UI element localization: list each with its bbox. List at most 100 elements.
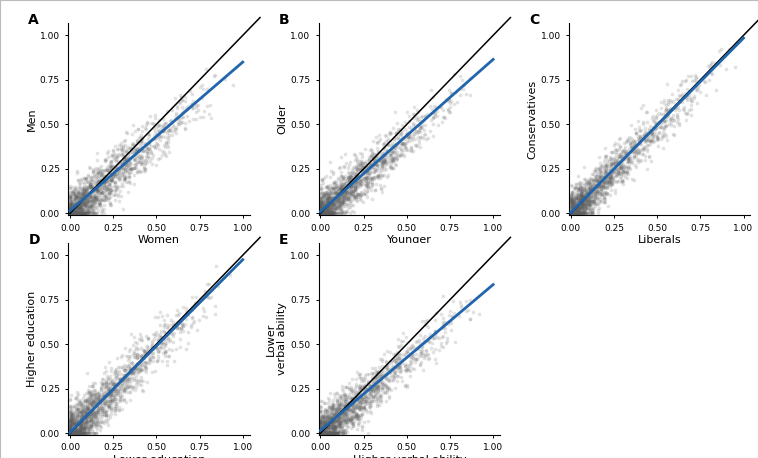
Point <box>124 163 136 170</box>
Point <box>64 208 76 216</box>
Point <box>77 430 89 437</box>
Point <box>69 427 81 435</box>
Point <box>74 193 86 201</box>
Point <box>319 430 331 437</box>
Point <box>575 192 587 200</box>
Point <box>609 189 621 196</box>
Point <box>64 430 76 437</box>
Point <box>605 171 617 178</box>
Point <box>79 210 91 217</box>
Point <box>99 183 111 190</box>
Point <box>324 425 336 432</box>
Point <box>110 407 122 414</box>
Point <box>102 379 114 386</box>
Point <box>583 197 595 204</box>
Point <box>89 414 102 422</box>
Point <box>160 152 172 159</box>
Point <box>375 162 387 169</box>
Point <box>334 423 346 431</box>
Point <box>330 198 343 205</box>
Point <box>86 412 98 420</box>
Point <box>86 382 99 389</box>
Point <box>72 405 84 412</box>
Point <box>91 399 103 406</box>
Point <box>78 405 90 413</box>
Point <box>634 135 647 142</box>
Point <box>325 210 337 217</box>
Point <box>331 198 343 206</box>
Point <box>69 430 81 437</box>
Point <box>74 210 86 217</box>
Point <box>365 174 377 182</box>
Point <box>324 187 336 194</box>
Point <box>107 168 119 175</box>
Point <box>324 187 336 195</box>
Point <box>102 390 114 397</box>
Point <box>105 388 117 396</box>
Point <box>581 197 594 204</box>
Point <box>572 184 584 191</box>
Point <box>124 173 136 180</box>
Point <box>99 378 111 386</box>
Point <box>89 417 102 425</box>
Point <box>169 95 181 102</box>
Point <box>100 409 112 416</box>
Point <box>158 141 170 148</box>
Point <box>82 395 94 403</box>
Point <box>324 430 337 437</box>
Point <box>85 416 97 424</box>
Point <box>64 421 76 429</box>
Point <box>149 313 161 320</box>
Point <box>632 132 644 139</box>
Point <box>340 409 352 417</box>
Point <box>64 427 76 434</box>
Point <box>568 205 581 212</box>
Point <box>565 191 577 199</box>
Point <box>330 424 342 431</box>
Point <box>315 429 327 436</box>
Point <box>360 398 372 405</box>
Point <box>91 391 103 398</box>
Point <box>608 177 620 185</box>
Point <box>70 409 83 416</box>
Point <box>315 210 327 217</box>
Point <box>650 114 662 121</box>
Point <box>576 202 588 210</box>
Point <box>575 191 587 199</box>
Point <box>151 357 163 365</box>
Point <box>82 389 94 396</box>
Point <box>80 404 92 412</box>
Point <box>143 359 155 366</box>
Point <box>108 178 121 185</box>
Point <box>339 430 351 437</box>
Point <box>362 171 374 179</box>
Point <box>64 210 76 217</box>
Point <box>371 389 384 397</box>
Point <box>321 199 333 206</box>
Point <box>315 194 327 201</box>
Point <box>67 417 79 424</box>
Point <box>336 200 348 207</box>
Point <box>106 377 118 384</box>
Point <box>114 176 126 183</box>
Point <box>329 180 341 188</box>
Point <box>364 184 376 191</box>
Point <box>318 209 330 217</box>
Point <box>176 320 188 327</box>
Point <box>79 423 91 430</box>
Point <box>618 147 630 154</box>
Point <box>355 190 367 197</box>
Point <box>111 164 124 172</box>
Y-axis label: Older: Older <box>277 104 287 134</box>
Point <box>74 201 86 208</box>
Point <box>76 412 88 419</box>
Point <box>351 183 363 190</box>
Point <box>81 195 93 202</box>
Point <box>69 200 81 207</box>
Point <box>70 406 83 414</box>
Point <box>71 210 83 217</box>
Point <box>69 210 81 217</box>
Point <box>96 189 108 196</box>
Point <box>444 317 456 325</box>
Point <box>347 188 359 195</box>
